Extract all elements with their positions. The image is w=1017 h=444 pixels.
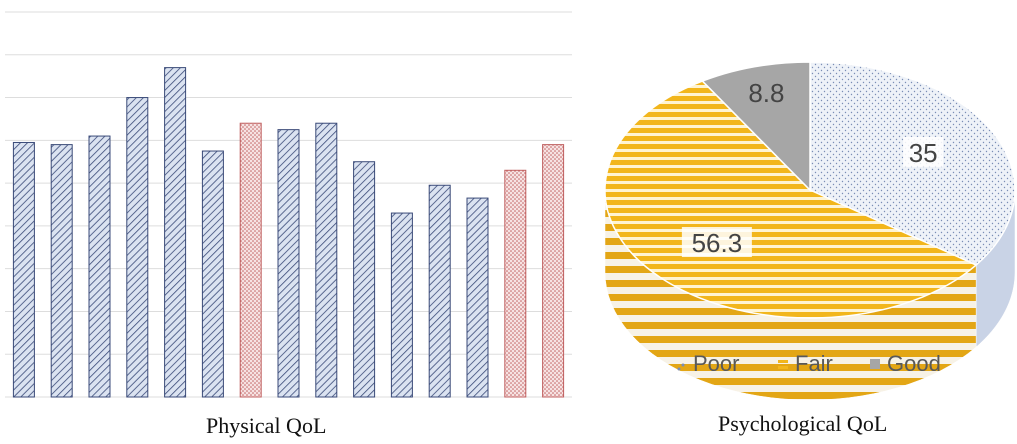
bar-7 xyxy=(239,122,262,398)
bar-13 xyxy=(466,197,489,398)
bar-11 xyxy=(390,212,413,398)
legend-marker-poor xyxy=(681,363,685,367)
legend-marker-fair xyxy=(778,360,788,363)
bar-12 xyxy=(428,184,451,398)
legend-label-fair: Fair xyxy=(795,351,833,376)
pie-slice-good xyxy=(701,61,811,192)
legend-marker-fair-2 xyxy=(778,366,788,369)
psychological-qol-pie-chart: 35 56.3 8.8 Poor Fair Good xyxy=(604,61,1016,400)
pie-slice-fair xyxy=(604,80,978,319)
bar-9 xyxy=(315,122,338,398)
physical-qol-bar-chart xyxy=(5,11,572,398)
legend-marker-poor-dot xyxy=(677,367,681,371)
bar-2 xyxy=(50,144,73,398)
psychological-qol-caption: Psychological QoL xyxy=(718,411,888,436)
bar-chart-bars xyxy=(12,67,565,398)
pie-legend: Poor Fair Good xyxy=(677,351,941,376)
data-label-bg xyxy=(681,227,752,258)
bar-5 xyxy=(164,67,187,398)
data-label-poor: 35 xyxy=(909,138,938,168)
legend-label-good: Good xyxy=(887,351,941,376)
legend-marker-good xyxy=(870,359,880,369)
legend-label-poor: Poor xyxy=(693,351,739,376)
pie-data-labels: 35 56.3 8.8 xyxy=(681,78,944,258)
data-label-good: 8.8 xyxy=(748,78,784,108)
bar-15 xyxy=(542,144,565,398)
physical-qol-caption: Physical QoL xyxy=(206,413,327,438)
pie-slices xyxy=(604,61,1016,319)
bar-4 xyxy=(126,97,149,398)
bar-14 xyxy=(504,169,527,398)
bar-6 xyxy=(201,150,224,398)
bar-8 xyxy=(277,129,300,398)
bar-10 xyxy=(353,161,376,398)
data-label-fair: 56.3 xyxy=(692,228,743,258)
bar-1 xyxy=(12,141,35,398)
bar-3 xyxy=(88,135,111,398)
data-label-bg xyxy=(903,136,944,167)
